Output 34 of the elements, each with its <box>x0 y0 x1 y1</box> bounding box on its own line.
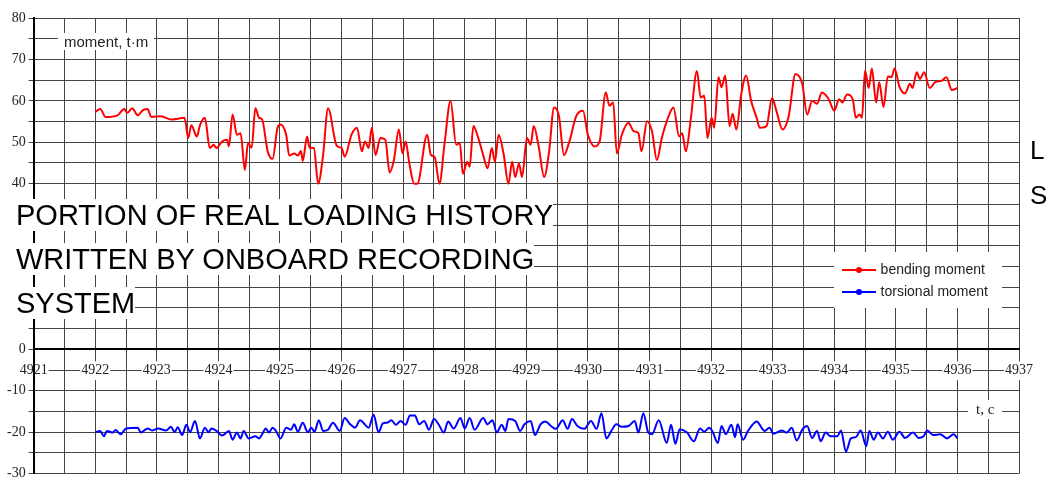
x-tick-label: 4935 <box>881 362 910 378</box>
y-tick-label: -10 <box>6 382 26 398</box>
x-axis-title: t, c <box>968 400 1003 419</box>
line-series <box>94 67 959 185</box>
x-tick-label: 4933 <box>758 362 787 378</box>
x-tick-label: 4928 <box>450 362 479 378</box>
legend-label: bending moment <box>880 261 985 277</box>
x-tick-label: 4929 <box>512 362 541 378</box>
text: PORTION OF REAL LOADING HISTORY WRITTEN BY ONBOARD RECORDING SYSTEM <box>16 199 554 319</box>
x-tick-label: 4924 <box>204 362 233 378</box>
y-tick-label: 50 <box>11 133 26 149</box>
line-series <box>94 412 959 453</box>
x-tick-label: 4922 <box>81 362 110 378</box>
x-tick-label: 4927 <box>389 362 418 378</box>
y-tick-label: 40 <box>11 175 26 191</box>
y-tick-label: 60 <box>11 92 26 108</box>
y-tick-label: 0 <box>18 341 26 357</box>
x-tick-label: 4931 <box>635 362 664 378</box>
legend-label: torsional moment <box>880 283 988 299</box>
x-tick-label: 4932 <box>697 362 726 378</box>
x-tick-label: 4934 <box>820 362 849 378</box>
x-tick-label: 4936 <box>943 362 972 378</box>
x-tick-label: 4937 <box>1005 362 1033 378</box>
y-tick-label: -30 <box>6 465 26 481</box>
y-axis-title: moment, t·m <box>58 33 155 50</box>
x-tick-label: 4926 <box>327 362 356 378</box>
text: S <box>1030 180 1046 211</box>
text: L <box>1030 135 1045 166</box>
x-tick-label: 4930 <box>573 362 602 378</box>
y-tick-label: 70 <box>11 51 26 67</box>
x-tick-label: 4923 <box>142 362 171 378</box>
y-tick-label: -20 <box>6 423 26 439</box>
x-tick-label: 4925 <box>266 362 294 378</box>
y-tick-label: 80 <box>11 9 26 25</box>
